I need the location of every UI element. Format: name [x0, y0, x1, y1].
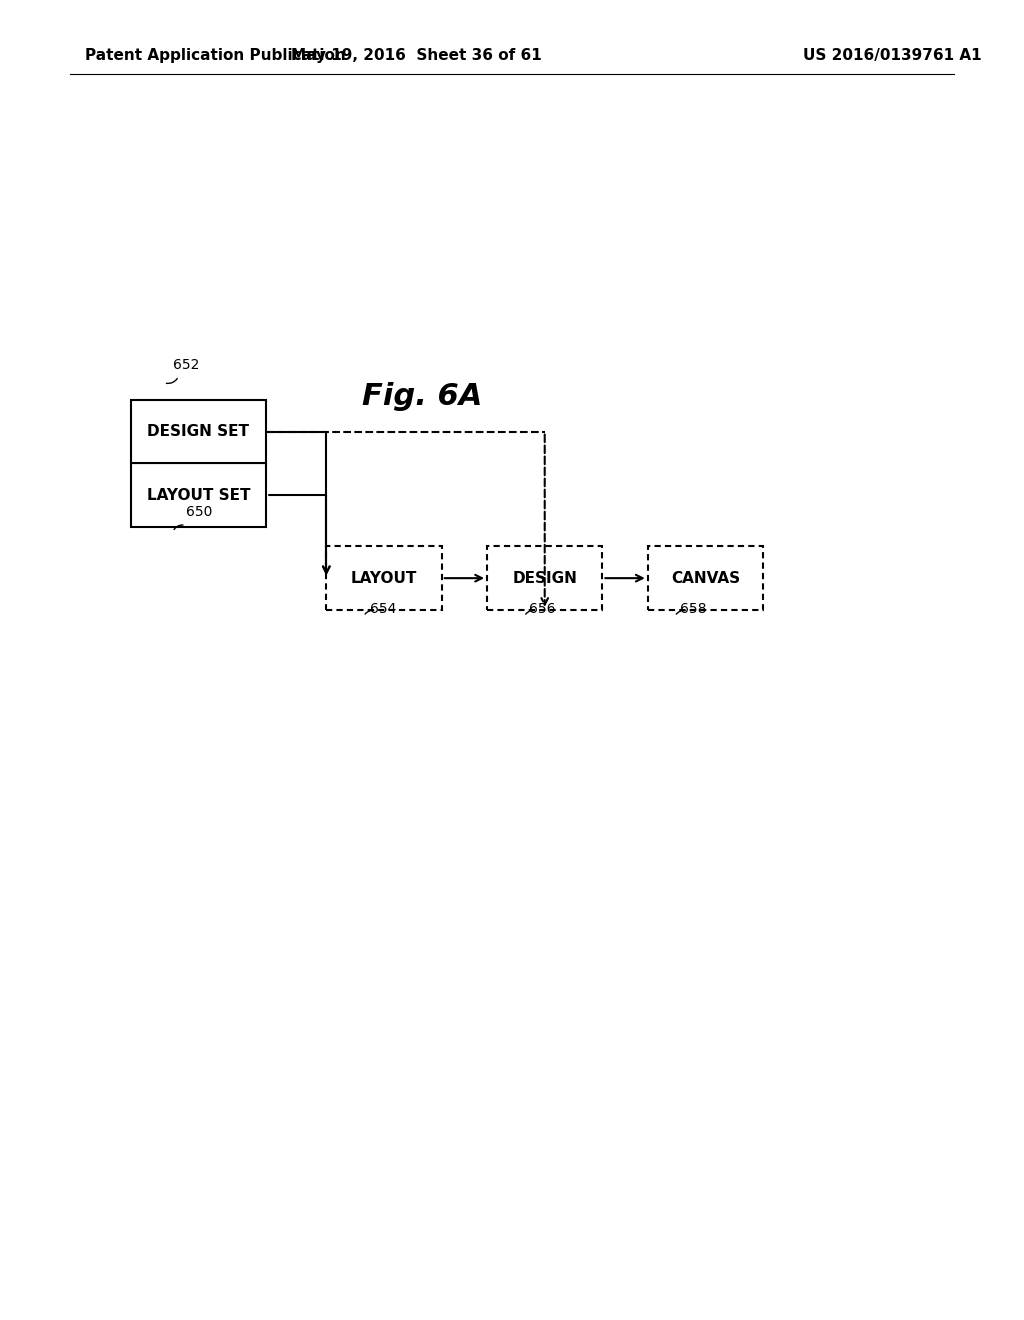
- Text: US 2016/0139761 A1: US 2016/0139761 A1: [803, 48, 982, 63]
- Text: 652: 652: [173, 358, 199, 372]
- Text: 658: 658: [680, 602, 707, 616]
- Text: Fig. 6A: Fig. 6A: [361, 381, 482, 411]
- FancyBboxPatch shape: [487, 546, 602, 610]
- FancyBboxPatch shape: [130, 400, 266, 463]
- Text: CANVAS: CANVAS: [671, 570, 740, 586]
- Text: 656: 656: [529, 602, 556, 616]
- Text: Patent Application Publication: Patent Application Publication: [85, 48, 346, 63]
- Text: May 19, 2016  Sheet 36 of 61: May 19, 2016 Sheet 36 of 61: [291, 48, 542, 63]
- Text: LAYOUT: LAYOUT: [351, 570, 417, 586]
- FancyBboxPatch shape: [647, 546, 763, 610]
- Text: 650: 650: [185, 504, 212, 519]
- Text: 654: 654: [370, 602, 396, 616]
- Text: LAYOUT SET: LAYOUT SET: [146, 487, 250, 503]
- Text: DESIGN SET: DESIGN SET: [147, 424, 249, 440]
- Text: DESIGN: DESIGN: [512, 570, 578, 586]
- FancyBboxPatch shape: [130, 463, 266, 527]
- FancyBboxPatch shape: [327, 546, 441, 610]
